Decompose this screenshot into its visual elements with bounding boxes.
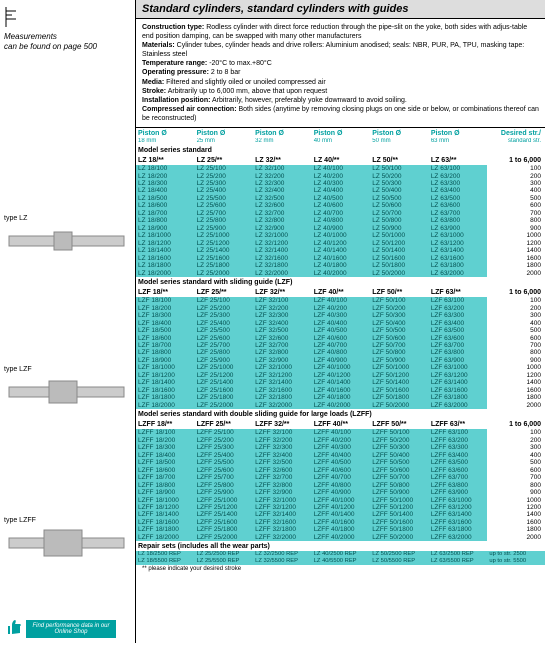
cylinder-lzf-image (4, 377, 129, 407)
cylinder-lzff-image (4, 528, 129, 558)
type-lz-label: type LZ (4, 215, 131, 222)
header-row: Piston ØPiston ØPiston ØPiston ØPiston Ø… (136, 128, 545, 138)
table-row: LZFF 18/800LZFF 25/800LZFF 32/800LZFF 40… (136, 482, 545, 489)
table-row: LZFF 18/900LZFF 25/900LZFF 32/900LZFF 40… (136, 489, 545, 496)
footnote: ** please indicate your desired stroke (136, 565, 545, 573)
table-row: LZ 18/1600LZ 25/1600LZ 32/1600LZ 40/1600… (136, 255, 545, 262)
table-row: LZF 18/100LZF 25/100LZF 32/100LZF 40/100… (136, 297, 545, 304)
cylinder-lz-image (4, 226, 129, 256)
caliper-icon (4, 5, 19, 30)
table-row: LZ 18/1400LZ 25/1400LZ 32/1400LZ 40/1400… (136, 247, 545, 254)
table-row: LZF 18/1000LZF 25/1000LZF 32/1000LZF 40/… (136, 364, 545, 371)
measurements-note: Measurements can be found on page 500 (4, 32, 131, 51)
spec-air-label: Compressed air connection: (142, 106, 237, 113)
table-row: LZFF 18/1600LZFF 25/1600LZFF 32/1600LZFF… (136, 519, 545, 526)
table-row: LZ 18/600LZ 25/600LZ 32/600LZ 40/600LZ 5… (136, 202, 545, 209)
table-row: LZ 18/200LZ 25/200LZ 32/200LZ 40/200LZ 5… (136, 173, 545, 180)
table-row: LZ 18/1200LZ 25/1200LZ 32/1200LZ 40/1200… (136, 240, 545, 247)
repair-title-row: Repair sets (includes all the wear parts… (136, 541, 545, 551)
table-row: LZ 18/1000LZ 25/1000LZ 32/1000LZ 40/1000… (136, 232, 545, 239)
spec-temp: -20°C to max.+80°C (209, 60, 272, 67)
table-row: LZ 18/1800LZ 25/1800LZ 32/1800LZ 40/1800… (136, 262, 545, 269)
table-row: LZFF 18/700LZFF 25/700LZFF 32/700LZFF 40… (136, 474, 545, 481)
table-row: LZFF 18/400LZFF 25/400LZFF 32/400LZFF 40… (136, 452, 545, 459)
section-title-row: Model series standard with double slidin… (136, 409, 545, 419)
product-table: Piston ØPiston ØPiston ØPiston ØPiston Ø… (136, 128, 545, 565)
section-title-row: Model series standard with sliding guide… (136, 277, 545, 287)
catalog-page: Measurements can be found on page 500 ty… (0, 0, 545, 643)
spec-temp-label: Temperature range: (142, 60, 207, 67)
table-row: LZF 18/500LZF 25/500LZF 32/500LZF 40/500… (136, 327, 545, 334)
table-row: LZF 18/900LZF 25/900LZF 32/900LZF 40/900… (136, 357, 545, 364)
left-column: Measurements can be found on page 500 ty… (0, 0, 135, 643)
table-row: LZF 18/2000LZF 25/2000LZF 32/2000LZF 40/… (136, 402, 545, 409)
table-row: LZF 18/700LZF 25/700LZF 32/700LZF 40/700… (136, 342, 545, 349)
tip-box[interactable]: Find performance data in our Online Shop (26, 620, 116, 638)
repair-row: LZ 18/5500 REPLZ 25/5500 REPLZ 32/5500 R… (136, 558, 545, 565)
measurements-label: Measurements (4, 32, 57, 41)
section-title-row: Model series standard (136, 145, 545, 155)
spec-media-label: Media: (142, 79, 164, 86)
table-row: LZFF 18/1400LZFF 25/1400LZFF 32/1400LZFF… (136, 511, 545, 518)
table-row: LZFF 18/1800LZFF 25/1800LZFF 32/1800LZFF… (136, 526, 545, 533)
spec-install: Arbitrarily, however, preferably yoke do… (212, 97, 407, 104)
spec-install-label: Installation position: (142, 97, 210, 104)
spec-pressure: 2 to 8 bar (211, 69, 241, 76)
table-row: LZ 18/300LZ 25/300LZ 32/300LZ 40/300LZ 5… (136, 180, 545, 187)
table-row: LZF 18/200LZF 25/200LZF 32/200LZF 40/200… (136, 305, 545, 312)
repair-row: LZ 18/2500 REPLZ 25/2500 REPLZ 32/2500 R… (136, 551, 545, 558)
table-row: LZF 18/1800LZF 25/1800LZF 32/1800LZF 40/… (136, 394, 545, 401)
table-row: LZ 18/800LZ 25/800LZ 32/800LZ 40/800LZ 5… (136, 217, 545, 224)
spec-construction-label: Construction type: (142, 24, 204, 31)
spec-materials: Cylinder tubes, cylinder heads and drive… (142, 42, 524, 58)
table-row: LZF 18/300LZF 25/300LZF 32/300LZF 40/300… (136, 312, 545, 319)
table-row: LZFF 18/600LZFF 25/600LZFF 32/600LZFF 40… (136, 467, 545, 474)
table-row: LZ 18/500LZ 25/500LZ 32/500LZ 40/500LZ 5… (136, 195, 545, 202)
spec-media: Filtered and slightly oiled or unoiled c… (166, 79, 326, 86)
table-row: LZFF 18/200LZFF 25/200LZFF 32/200LZFF 40… (136, 437, 545, 444)
spec-stroke-label: Stroke: (142, 88, 166, 95)
table-row: LZF 18/1200LZF 25/1200LZF 32/1200LZF 40/… (136, 372, 545, 379)
table-row: LZF 18/800LZF 25/800LZF 32/800LZF 40/800… (136, 349, 545, 356)
measurements-page: can be found on page 500 (4, 42, 97, 51)
section-head-row: LZFF 18/**LZFF 25/**LZFF 32/**LZFF 40/**… (136, 419, 545, 429)
table-row: LZ 18/700LZ 25/700LZ 32/700LZ 40/700LZ 5… (136, 210, 545, 217)
table-row: LZFF 18/300LZFF 25/300LZFF 32/300LZFF 40… (136, 444, 545, 451)
spec-pressure-label: Operating pressure: (142, 69, 209, 76)
table-row: LZFF 18/1200LZFF 25/1200LZFF 32/1200LZFF… (136, 504, 545, 511)
right-column: Standard cylinders, standard cylinders w… (135, 0, 545, 643)
table-row: LZF 18/1400LZF 25/1400LZF 32/1400LZF 40/… (136, 379, 545, 386)
table-row: LZF 18/1600LZF 25/1600LZF 32/1600LZF 40/… (136, 387, 545, 394)
spec-block: Construction type: Rodless cylinder with… (136, 19, 545, 128)
table-row: LZ 18/400LZ 25/400LZ 32/400LZ 40/400LZ 5… (136, 187, 545, 194)
table-row: LZFF 18/1000LZFF 25/1000LZFF 32/1000LZFF… (136, 497, 545, 504)
type-lzff-label: type LZFF (4, 517, 131, 524)
table-row: LZFF 18/100LZFF 25/100LZFF 32/100LZFF 40… (136, 429, 545, 436)
table-row: LZF 18/600LZF 25/600LZF 32/600LZF 40/600… (136, 335, 545, 342)
table-row: LZ 18/100LZ 25/100LZ 32/100LZ 40/100LZ 5… (136, 165, 545, 172)
thumb-icon (4, 616, 24, 636)
table-row: LZFF 18/2000LZFF 25/2000LZFF 32/2000LZFF… (136, 534, 545, 541)
table-row: LZFF 18/500LZFF 25/500LZFF 32/500LZFF 40… (136, 459, 545, 466)
table-row: LZ 18/900LZ 25/900LZ 32/900LZ 40/900LZ 5… (136, 225, 545, 232)
type-lzf-label: type LZF (4, 366, 131, 373)
page-title: Standard cylinders, standard cylinders w… (136, 0, 545, 19)
table-row: LZ 18/2000LZ 25/2000LZ 32/2000LZ 40/2000… (136, 270, 545, 277)
section-head-row: LZF 18/**LZF 25/**LZF 32/**LZF 40/**LZF … (136, 287, 545, 297)
header-sub-row: 18 mm25 mm32 mm40 mm50 mm63 mmstandard s… (136, 138, 545, 145)
table-row: LZF 18/400LZF 25/400LZF 32/400LZF 40/400… (136, 320, 545, 327)
section-head-row: LZ 18/**LZ 25/**LZ 32/**LZ 40/**LZ 50/**… (136, 155, 545, 165)
spec-materials-label: Materials: (142, 42, 175, 49)
spec-stroke: Arbitrarily up to 6,000 mm, above that u… (168, 88, 328, 95)
